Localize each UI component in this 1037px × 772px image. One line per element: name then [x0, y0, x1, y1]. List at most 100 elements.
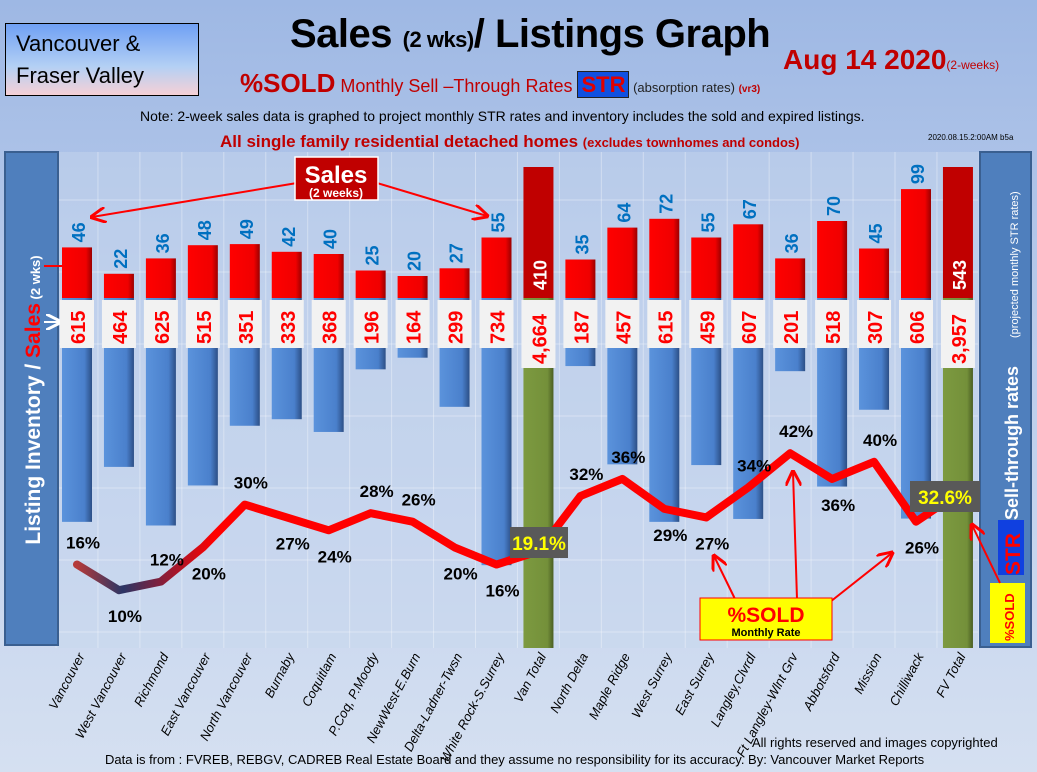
region-line-2: Fraser Valley: [16, 63, 144, 88]
str-value-label: 27%: [276, 534, 310, 553]
listing-value-label: 734: [488, 310, 510, 344]
listing-label-box: [311, 300, 346, 348]
region-line-1: Vancouver &: [16, 31, 141, 56]
sales-bar: [565, 259, 596, 298]
copyright-text: All rights reserved and images copyright…: [752, 735, 998, 750]
sales-bar: [691, 237, 722, 298]
category-label: West Surrey: [628, 649, 675, 720]
note-text: Note: 2-week sales data is graphed to pr…: [140, 108, 865, 124]
str-value-label: 32%: [569, 465, 603, 484]
listing-label-box: [857, 300, 892, 348]
str-value-label: 36%: [611, 448, 645, 467]
scope-text: All single family residential detached h…: [220, 132, 799, 152]
sales-value-label: 543: [950, 260, 970, 290]
report-date: Aug 14 2020(2-weeks): [783, 44, 999, 76]
category-label: Chilliwack: [886, 649, 927, 708]
listing-label-box: [815, 300, 850, 348]
listing-value-label: 196: [362, 311, 384, 344]
sold-annotation: %SOLD Monthly Rate: [699, 472, 1001, 641]
str-value-label: 40%: [863, 431, 897, 450]
sales-value-label: 27: [447, 243, 467, 263]
sales-bar: [62, 247, 92, 298]
category-label: Van Total: [511, 649, 550, 705]
sales-value-label: 70: [824, 196, 844, 216]
sales-value-label: 36: [153, 233, 173, 253]
absorption-note: (absorption rates): [629, 80, 739, 95]
category-label: Coquitlam: [299, 650, 340, 709]
sales-bar: [649, 218, 680, 298]
category-label: Burnaby: [261, 649, 298, 700]
listing-label-box: [605, 300, 640, 348]
sales-bar: [817, 221, 848, 298]
str-desc: Monthly Sell –Through Rates: [335, 76, 578, 96]
category-label: Richmond: [131, 650, 172, 709]
listing-label-box: [185, 300, 220, 348]
left-axis-panel: Listing Inventory / Sales (2 wks): [4, 151, 70, 646]
listing-value-label: 457: [613, 311, 635, 344]
title-main: Sales: [290, 12, 403, 56]
sales-bar: [607, 227, 638, 298]
listing-value-label: 368: [320, 311, 342, 344]
listing-label-box: [521, 300, 556, 368]
listing-label-box: [773, 300, 808, 348]
listing-label-box: [689, 300, 724, 348]
sales-bar: [103, 273, 134, 298]
listing-value-label: 615: [655, 311, 677, 344]
listing-value-label: 164: [404, 310, 426, 344]
right-axis-label: Sell-through rates: [1002, 366, 1022, 520]
region-box: Vancouver & Fraser Valley: [5, 23, 199, 96]
category-label: Maple Ridge: [585, 650, 633, 721]
sales-bar: [942, 167, 973, 298]
sales-value-label: 25: [363, 245, 383, 265]
str-value-label: 27%: [695, 534, 729, 553]
listing-value-label: 615: [68, 311, 90, 344]
scope-note: (excludes townhomes and condos): [582, 135, 800, 150]
sales-annotation-sub: (2 weeks): [309, 186, 363, 200]
listing-label-box: [563, 300, 598, 348]
total-str-box: [910, 481, 980, 512]
sales-bar: [271, 251, 302, 298]
title-small: (2 wks): [402, 27, 475, 52]
sales-bar: [187, 245, 218, 298]
sales-bar: [775, 258, 806, 298]
right-axis-panel: Sell-through rates (projected monthly ST…: [979, 151, 1032, 648]
listing-label-box: [353, 300, 388, 348]
sales-bar: [439, 268, 470, 298]
category-label: FV Total: [933, 649, 969, 699]
date-text: Aug 14 2020: [783, 44, 947, 75]
category-label: Vancouver: [45, 650, 88, 712]
sold-annotation-sub: Monthly Rate: [731, 627, 800, 639]
subtitle: %SOLD Monthly Sell –Through Rates STR (a…: [240, 68, 760, 99]
scope-main: All single family residential detached h…: [220, 132, 583, 151]
str-value-label: 16%: [485, 582, 519, 601]
listing-value-label: 607: [739, 311, 761, 344]
source-text: Data is from : FVREB, REBGV, CADREB Real…: [105, 752, 925, 767]
sales-bar: [145, 258, 176, 298]
listing-value-label: 3,957: [949, 314, 971, 364]
str-value-label: 20%: [192, 564, 226, 583]
str-value-label: 34%: [737, 456, 771, 475]
listing-value-label: 351: [236, 311, 258, 344]
sales-value-label: 410: [530, 260, 550, 290]
sales-bar: [355, 270, 386, 298]
listing-value-label: 625: [152, 311, 174, 344]
title-rest: / Listings Graph: [473, 12, 771, 56]
listing-label-box: [437, 300, 472, 348]
str-value-label: 24%: [318, 547, 352, 566]
page-title: Sales (2 wks)/ Listings Graph: [290, 12, 771, 57]
timestamp: 2020.08.15.2:00AM b5a: [928, 133, 1014, 142]
listing-value-label: 201: [781, 311, 803, 344]
listing-label-box: [60, 300, 94, 348]
category-label: Abbotsford: [800, 650, 844, 714]
listing-label-box: [940, 300, 975, 368]
sales-bar: [733, 224, 764, 298]
str-value-label: 36%: [821, 496, 855, 515]
sales-annotation: Sales (2 weeks): [92, 156, 487, 217]
listing-value-label: 299: [446, 311, 468, 344]
str-value-label: 28%: [360, 482, 394, 501]
listing-label-box: [101, 300, 136, 348]
sold-annotation-label: %SOLD: [727, 604, 804, 627]
sales-value-label: 20: [405, 251, 425, 271]
sales-value-label: 46: [69, 222, 89, 242]
